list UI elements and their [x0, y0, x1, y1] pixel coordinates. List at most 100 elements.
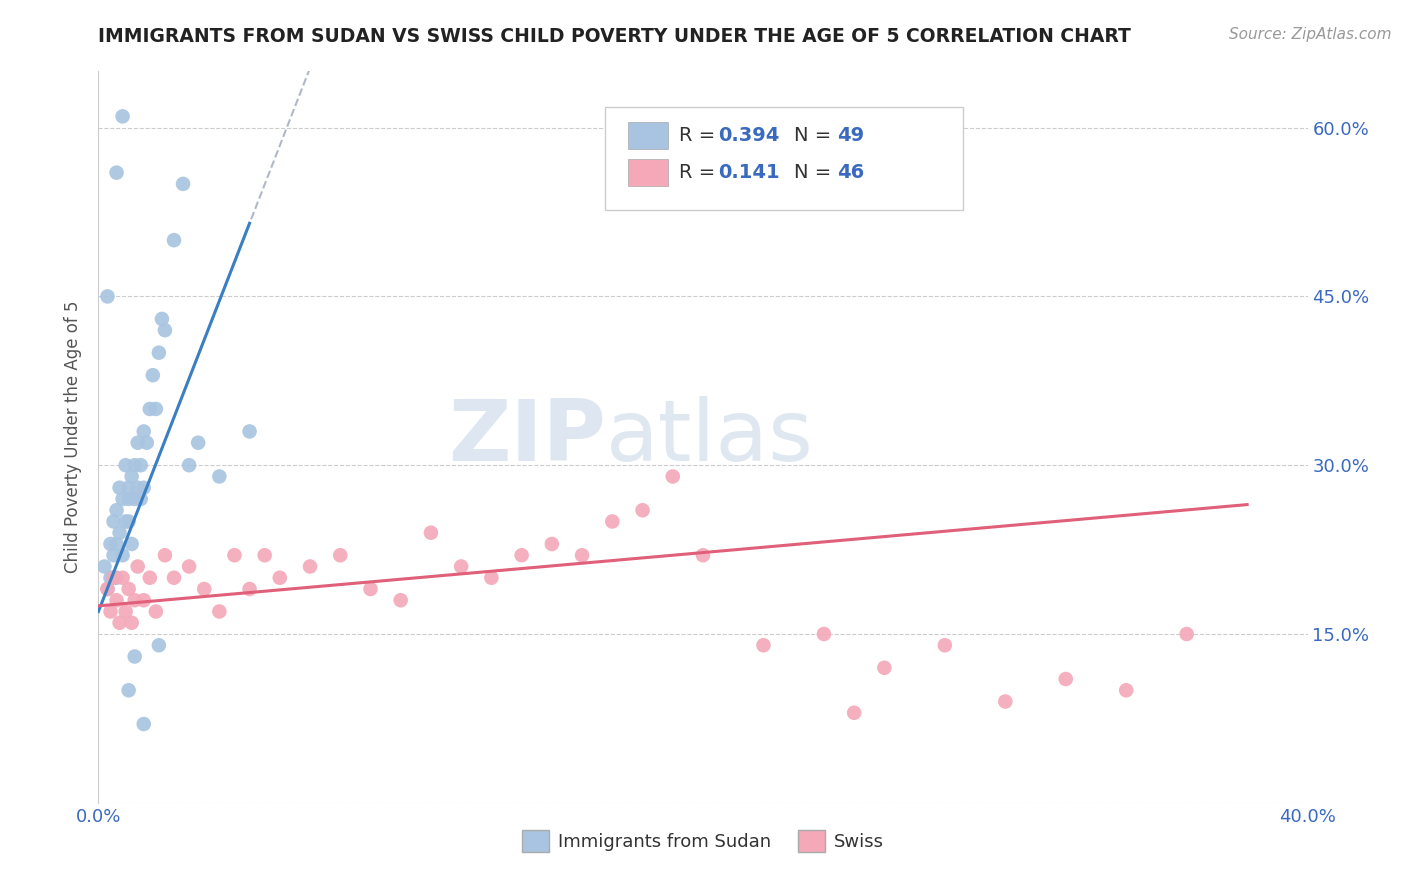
Point [108, 525, 131, 540]
Point [100, 605, 122, 619]
Point [389, 593, 412, 607]
Point [142, 368, 165, 383]
Point [129, 491, 152, 506]
Point [253, 548, 276, 562]
Point [114, 458, 136, 473]
Point [163, 571, 186, 585]
Point [121, 469, 143, 483]
Point [153, 323, 176, 337]
Point [118, 491, 141, 506]
Point [103, 515, 125, 529]
Point [172, 177, 194, 191]
Point [108, 481, 131, 495]
Point [934, 638, 956, 652]
Text: N =: N = [794, 126, 838, 145]
Point [208, 469, 231, 483]
Point [163, 233, 186, 247]
Point [114, 605, 136, 619]
Point [481, 571, 503, 585]
Text: N =: N = [794, 162, 838, 182]
Point [121, 615, 143, 630]
Point [105, 503, 128, 517]
Point [179, 559, 201, 574]
Point [179, 458, 201, 473]
Point [108, 615, 131, 630]
Point [1175, 627, 1198, 641]
Point [813, 627, 835, 641]
Point [124, 458, 146, 473]
Point [631, 503, 654, 517]
Point [510, 548, 533, 562]
Point [135, 435, 157, 450]
Point [127, 559, 149, 574]
Point [269, 571, 291, 585]
Point [103, 571, 125, 585]
Point [571, 548, 593, 562]
Text: 46: 46 [837, 162, 863, 182]
Point [100, 537, 122, 551]
Point [239, 425, 262, 439]
Point [127, 435, 149, 450]
Point [145, 401, 167, 416]
Point [111, 548, 134, 562]
Point [114, 515, 136, 529]
Point [329, 548, 352, 562]
Point [96, 582, 118, 596]
Point [96, 289, 118, 303]
Point [127, 481, 149, 495]
Point [602, 515, 624, 529]
Text: Source: ZipAtlas.com: Source: ZipAtlas.com [1229, 27, 1392, 42]
Point [96, 582, 118, 596]
Text: R =: R = [679, 126, 721, 145]
Point [360, 582, 382, 596]
Point [187, 435, 209, 450]
Point [239, 582, 262, 596]
Point [150, 312, 173, 326]
Point [153, 548, 176, 562]
Point [124, 491, 146, 506]
Text: 0.141: 0.141 [718, 162, 780, 182]
Text: R =: R = [679, 162, 728, 182]
Point [111, 491, 134, 506]
Point [145, 605, 167, 619]
Legend: Immigrants from Sudan, Swiss: Immigrants from Sudan, Swiss [515, 823, 891, 860]
Point [132, 425, 155, 439]
Point [105, 537, 128, 551]
Point [193, 582, 215, 596]
Point [1054, 672, 1077, 686]
Point [139, 401, 162, 416]
Point [148, 638, 170, 652]
Point [994, 694, 1017, 708]
Point [105, 166, 128, 180]
Point [224, 548, 246, 562]
Point [132, 717, 155, 731]
Point [105, 593, 128, 607]
Point [105, 571, 128, 585]
Point [692, 548, 714, 562]
Point [124, 649, 146, 664]
Point [121, 537, 143, 551]
Y-axis label: Child Poverty Under the Age of 5: Child Poverty Under the Age of 5 [65, 301, 83, 574]
Point [111, 109, 134, 123]
Point [540, 537, 562, 551]
Text: IMMIGRANTS FROM SUDAN VS SWISS CHILD POVERTY UNDER THE AGE OF 5 CORRELATION CHAR: IMMIGRANTS FROM SUDAN VS SWISS CHILD POV… [98, 27, 1132, 45]
Text: atlas: atlas [606, 395, 814, 479]
Point [118, 515, 141, 529]
Point [299, 559, 322, 574]
Point [103, 571, 125, 585]
Point [103, 548, 125, 562]
Point [873, 661, 896, 675]
Text: 49: 49 [837, 126, 863, 145]
Text: 0.394: 0.394 [718, 126, 780, 145]
Point [450, 559, 472, 574]
Point [208, 605, 231, 619]
Point [132, 481, 155, 495]
Point [1115, 683, 1137, 698]
Point [118, 582, 141, 596]
Point [844, 706, 866, 720]
Point [93, 559, 115, 574]
Point [752, 638, 775, 652]
Text: ZIP: ZIP [449, 395, 606, 479]
Point [420, 525, 443, 540]
Point [111, 571, 134, 585]
